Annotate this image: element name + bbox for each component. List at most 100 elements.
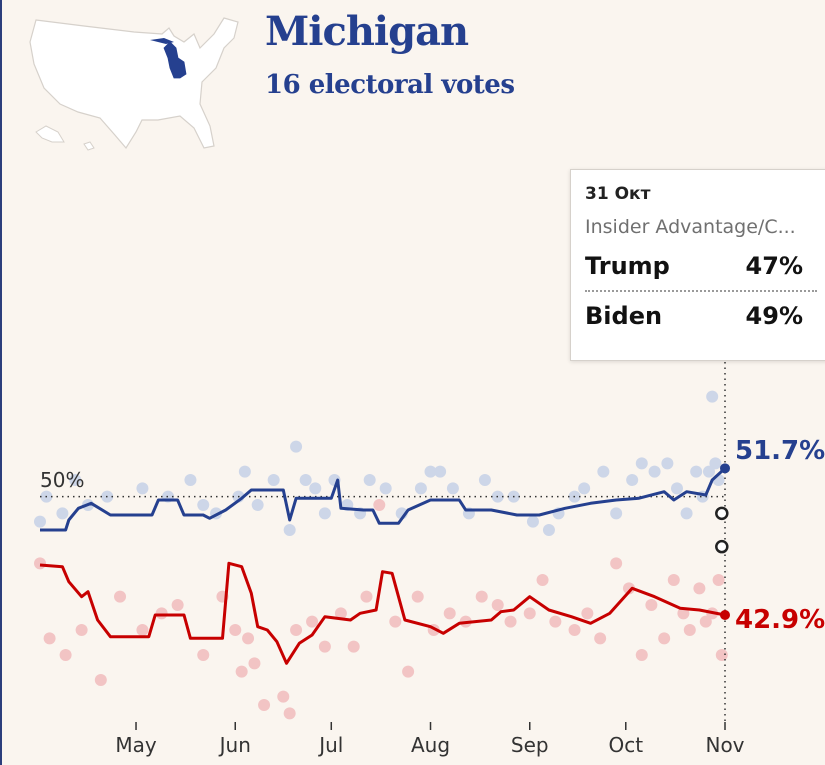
trump-poll-dot[interactable]: [94, 674, 107, 686]
trump-poll-dot[interactable]: [283, 707, 296, 720]
trump-poll-dot[interactable]: [290, 624, 303, 636]
biden-poll-dot[interactable]: [434, 465, 447, 478]
poll-tooltip: 31 Окт Insider Advantage/C... Trump 47% …: [570, 169, 825, 361]
biden-poll-dot[interactable]: [290, 440, 303, 453]
trump-poll-dot[interactable]: [715, 649, 728, 661]
trump-poll-dot[interactable]: [318, 640, 331, 653]
trump-poll-dot[interactable]: [504, 615, 517, 628]
trump-poll-dot[interactable]: [635, 649, 648, 661]
trump-trend-line: [39, 561, 726, 665]
biden-poll-dot[interactable]: [34, 515, 46, 528]
x-axis-label-oct: Oct: [608, 733, 644, 757]
trump-poll-dot[interactable]: [197, 649, 210, 661]
biden-poll-dot[interactable]: [526, 515, 539, 528]
trump-poll-dot[interactable]: [389, 615, 402, 628]
biden-poll-dot[interactable]: [610, 507, 623, 520]
biden-poll-dot[interactable]: [702, 465, 715, 478]
trump-poll-dot[interactable]: [699, 615, 712, 628]
trump-poll-dot[interactable]: [373, 499, 386, 511]
trump-poll-dot[interactable]: [523, 607, 536, 620]
trump-poll-dot[interactable]: [402, 665, 415, 678]
trump-poll-dot[interactable]: [411, 590, 424, 603]
biden-poll-dot[interactable]: [69, 474, 82, 486]
trump-poll-dot[interactable]: [693, 582, 706, 595]
trump-poll-dot[interactable]: [334, 607, 347, 620]
trump-poll-dot[interactable]: [475, 590, 488, 603]
highlighted-poll-marker: [715, 506, 729, 521]
biden-poll-dot[interactable]: [197, 499, 210, 511]
biden-poll-dot[interactable]: [706, 390, 719, 403]
trump-poll-dot[interactable]: [610, 557, 623, 570]
biden-poll-dot[interactable]: [424, 465, 437, 478]
biden-poll-dot[interactable]: [661, 457, 674, 470]
trump-poll-dot[interactable]: [658, 632, 671, 645]
trump-poll-dot[interactable]: [114, 590, 127, 603]
biden-poll-dot[interactable]: [238, 465, 251, 478]
trump-poll-dot[interactable]: [443, 607, 456, 620]
trump-poll-dot[interactable]: [667, 574, 680, 586]
biden-poll-dot[interactable]: [709, 457, 722, 470]
trump-poll-dot[interactable]: [594, 632, 607, 645]
biden-poll-dot[interactable]: [597, 465, 610, 478]
biden-poll-dot[interactable]: [648, 465, 661, 478]
trump-poll-dot[interactable]: [712, 574, 725, 586]
trump-poll-dot[interactable]: [34, 557, 46, 570]
biden-poll-dot[interactable]: [542, 524, 555, 536]
biden-poll-dot[interactable]: [309, 482, 322, 495]
biden-end-value-label: 51.7%: [735, 436, 825, 466]
trump-end-marker: [720, 610, 730, 620]
biden-poll-dot[interactable]: [267, 474, 280, 486]
trump-poll-dot[interactable]: [622, 582, 635, 595]
trump-poll-dot[interactable]: [171, 599, 184, 611]
biden-poll-dot[interactable]: [446, 482, 459, 495]
tooltip-row-biden: Biden 49%: [585, 302, 817, 330]
trump-poll-dot[interactable]: [59, 649, 72, 661]
biden-poll-dot[interactable]: [363, 474, 376, 486]
x-axis-label-may: May: [115, 733, 157, 757]
x-axis-label-sep: Sep: [510, 733, 549, 757]
tooltip-candidate-biden: Biden: [585, 302, 663, 330]
trump-poll-dot[interactable]: [248, 657, 261, 670]
trump-poll-dot[interactable]: [242, 632, 255, 645]
biden-poll-dot[interactable]: [136, 482, 149, 495]
trump-poll-dot[interactable]: [549, 615, 562, 628]
trump-poll-dot[interactable]: [306, 615, 319, 628]
trump-poll-dot[interactable]: [491, 599, 504, 611]
biden-poll-dot[interactable]: [299, 474, 312, 486]
biden-poll-dot[interactable]: [251, 499, 264, 511]
biden-poll-dot[interactable]: [478, 474, 491, 486]
trump-poll-dot[interactable]: [43, 632, 56, 645]
biden-poll-dot[interactable]: [626, 474, 639, 486]
tooltip-row-trump: Trump 47%: [585, 252, 817, 292]
trump-poll-dot[interactable]: [645, 599, 658, 611]
trump-poll-dot[interactable]: [258, 699, 271, 711]
biden-poll-dot[interactable]: [670, 482, 683, 495]
tooltip-value-trump: 47%: [745, 252, 803, 280]
trump-poll-dot[interactable]: [229, 624, 242, 636]
trump-poll-dot[interactable]: [581, 607, 594, 620]
trump-poll-dot[interactable]: [347, 640, 360, 653]
biden-poll-dot[interactable]: [56, 507, 69, 520]
biden-poll-dot[interactable]: [414, 482, 427, 495]
biden-poll-dot[interactable]: [318, 507, 331, 520]
us-map-icon: [29, 17, 239, 151]
trump-poll-dot[interactable]: [568, 624, 581, 636]
biden-poll-dot[interactable]: [635, 457, 648, 470]
trump-poll-dot[interactable]: [536, 574, 549, 586]
biden-poll-dot[interactable]: [690, 465, 703, 478]
biden-poll-dot[interactable]: [379, 482, 392, 495]
page-subtitle: 16 electoral votes: [265, 70, 515, 100]
trump-poll-dot[interactable]: [683, 624, 696, 636]
trump-poll-dot[interactable]: [277, 690, 290, 703]
trump-poll-dot[interactable]: [235, 665, 248, 678]
trump-poll-dot[interactable]: [136, 624, 149, 636]
x-axis-label-aug: Aug: [410, 733, 451, 757]
trump-poll-dot[interactable]: [360, 590, 373, 603]
trump-poll-dot[interactable]: [155, 607, 168, 620]
biden-poll-dot[interactable]: [680, 507, 693, 520]
biden-poll-dot[interactable]: [283, 524, 296, 536]
trump-poll-dot[interactable]: [75, 624, 88, 636]
biden-poll-dot[interactable]: [578, 482, 591, 495]
biden-poll-dot[interactable]: [184, 474, 197, 486]
